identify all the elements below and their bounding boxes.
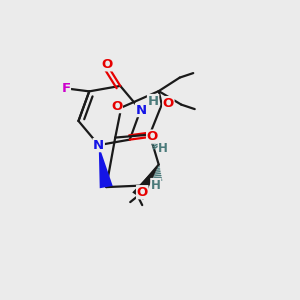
Polygon shape <box>132 165 159 200</box>
Text: O: O <box>163 97 174 110</box>
Text: O: O <box>111 100 122 112</box>
Polygon shape <box>99 145 113 188</box>
Text: H: H <box>148 94 159 107</box>
Text: N: N <box>136 103 147 116</box>
Text: O: O <box>136 186 148 199</box>
Text: O: O <box>101 58 112 71</box>
Text: N: N <box>93 139 104 152</box>
Text: H: H <box>151 178 161 191</box>
Text: H: H <box>158 142 168 154</box>
Text: O: O <box>147 130 158 143</box>
Text: F: F <box>61 82 70 95</box>
